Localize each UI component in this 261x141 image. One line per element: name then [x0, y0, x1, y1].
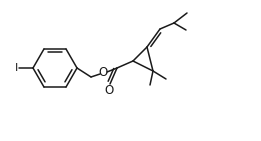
- Text: O: O: [104, 83, 114, 96]
- Text: O: O: [98, 67, 108, 80]
- Text: I: I: [15, 63, 18, 73]
